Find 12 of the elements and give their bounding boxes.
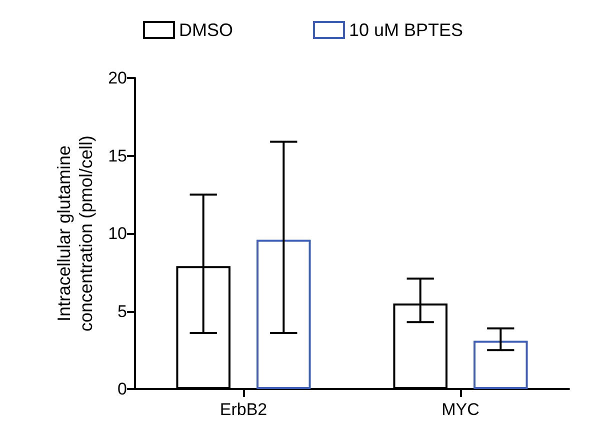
legend-label: DMSO [179,20,233,40]
x-tick-label: ErbB2 [220,400,268,419]
bar [256,240,311,389]
y-tick-label: 5 [118,302,127,321]
y-axis-title: Intracellular glutamine concentration (pmol/cell) [54,135,96,332]
bar [474,340,528,389]
y-tick-label: 0 [118,380,127,398]
legend-label: 10 uM BPTES [349,20,464,40]
x-tick-label: MYC [442,400,480,419]
y-tick-label: 10 [108,224,127,243]
y-tick-label: 15 [108,146,127,166]
y-tick-label: 20 [108,68,127,88]
